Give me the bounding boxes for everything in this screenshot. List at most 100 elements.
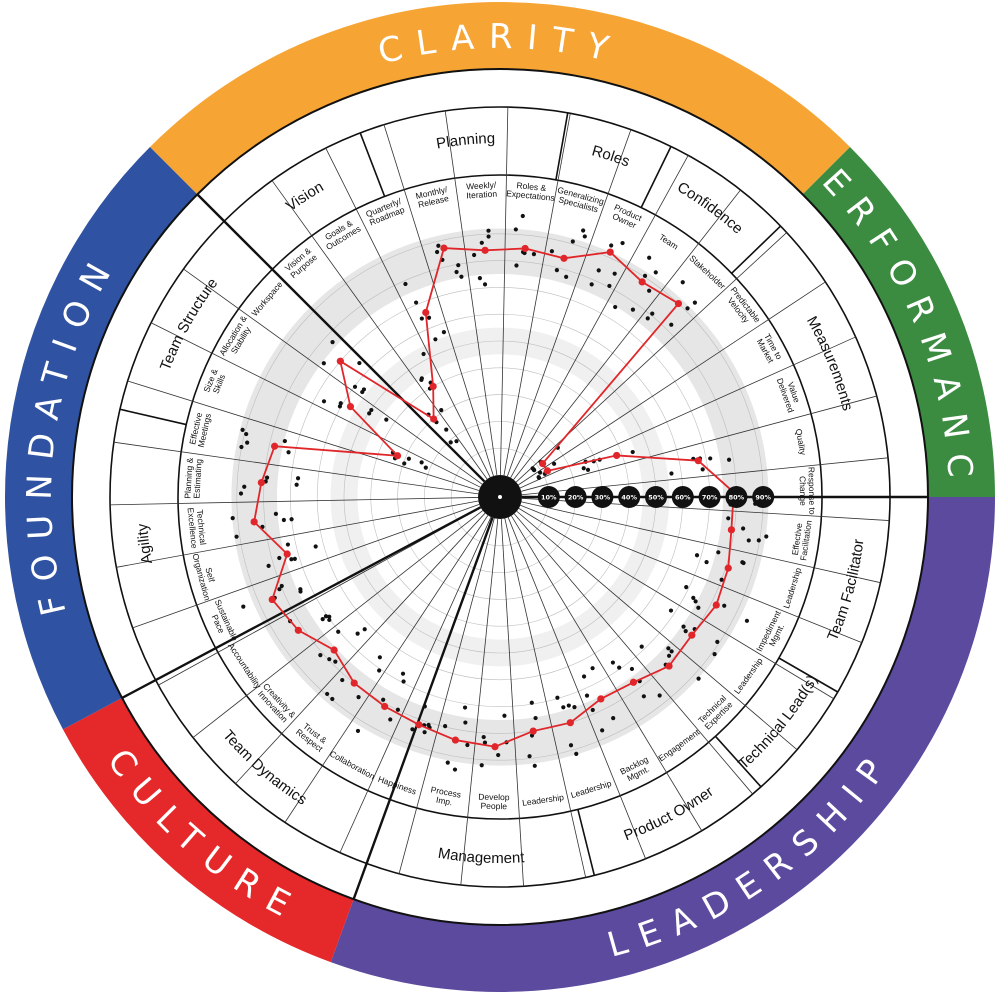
response-dot: [530, 466, 535, 471]
response-dot: [279, 583, 284, 589]
response-dot: [549, 249, 555, 254]
response-dot: [443, 724, 448, 729]
response-dot: [318, 653, 323, 658]
response-dot: [581, 228, 586, 233]
response-dot: [377, 668, 382, 673]
response-dot: [482, 740, 488, 745]
response-dot: [298, 587, 303, 592]
response-dot: [401, 679, 406, 684]
response-dot: [527, 754, 532, 759]
response-dot: [564, 274, 569, 279]
response-dot: [612, 271, 617, 276]
response-dot: [716, 550, 721, 555]
response-dot: [445, 760, 450, 765]
svg-text:40%: 40%: [621, 493, 637, 501]
response-dot: [444, 427, 449, 432]
response-dot: [611, 716, 616, 721]
response-dot: [600, 728, 605, 733]
response-dot: [384, 417, 389, 422]
average-point: [674, 299, 683, 308]
response-dot: [669, 649, 674, 654]
average-point: [429, 382, 437, 391]
response-dot: [465, 742, 470, 748]
response-dot: [395, 707, 400, 712]
response-dot: [694, 553, 700, 558]
scale-marker: 70%: [698, 486, 721, 508]
svg-text:90%: 90%: [755, 493, 771, 501]
response-dot: [456, 263, 461, 268]
average-point: [346, 402, 355, 411]
response-dot: [596, 268, 601, 273]
response-dot: [477, 276, 483, 281]
response-dot: [482, 282, 488, 287]
response-dot: [454, 269, 459, 275]
average-point: [727, 526, 736, 534]
grid-lines: [110, 107, 928, 900]
response-dot: [531, 252, 537, 257]
response-dot: [479, 240, 484, 245]
quadrant-clarity: [149, 2, 851, 195]
quadrant-foundation: [5, 146, 198, 730]
response-dot: [609, 243, 614, 248]
svg-text:20%: 20%: [568, 493, 584, 501]
response-dot: [537, 470, 543, 475]
svg-text:10%: 10%: [541, 493, 557, 501]
response-dot: [741, 526, 746, 531]
svg-text:30%: 30%: [595, 493, 611, 501]
response-dot: [561, 705, 566, 710]
response-dot: [669, 322, 674, 327]
response-dot: [532, 763, 537, 768]
response-dot: [533, 715, 538, 721]
response-dot: [321, 399, 327, 404]
response-dot: [692, 300, 697, 305]
quadrant-culture: [62, 697, 354, 963]
response-dot: [273, 511, 279, 516]
average-point: [330, 646, 338, 654]
average-point: [529, 727, 537, 735]
response-dot: [281, 517, 286, 523]
response-dot: [513, 227, 518, 232]
response-dot: [555, 695, 560, 700]
svg-text:80%: 80%: [729, 493, 745, 501]
average-point: [597, 695, 605, 703]
response-dot: [610, 660, 616, 665]
average-point: [268, 595, 276, 604]
response-dot: [282, 438, 287, 444]
average-point: [271, 442, 279, 450]
response-dot: [419, 460, 424, 465]
response-dot: [352, 384, 358, 389]
response-dot: [400, 671, 406, 676]
response-dot: [462, 705, 468, 710]
response-dot: [666, 653, 672, 658]
response-dot: [607, 283, 612, 289]
response-dot: [410, 727, 415, 732]
response-dot: [292, 556, 297, 561]
average-line: [253, 247, 735, 748]
response-dot: [486, 234, 491, 239]
response-dot: [647, 288, 652, 293]
response-dot: [336, 629, 341, 634]
average-point: [566, 719, 574, 727]
response-dot: [381, 697, 386, 702]
response-dot: [744, 618, 750, 623]
response-dot: [289, 517, 294, 522]
response-dot: [419, 316, 424, 321]
svg-text:60%: 60%: [675, 493, 691, 501]
response-dot: [589, 282, 594, 287]
response-dot: [242, 484, 247, 489]
response-dot: [264, 475, 270, 480]
average-point: [422, 308, 430, 317]
response-dot: [434, 249, 440, 255]
category-label: Agility: [134, 522, 156, 565]
response-dot: [704, 559, 709, 565]
subcategory-label: Quality: [794, 428, 809, 457]
response-dot: [590, 707, 595, 713]
response-dot: [708, 456, 713, 461]
response-dot: [581, 466, 586, 471]
average-point: [606, 248, 614, 256]
average-point: [724, 564, 732, 572]
response-dot: [340, 677, 345, 683]
response-dot: [726, 516, 731, 521]
response-dot: [685, 306, 690, 311]
response-dot: [360, 389, 365, 395]
